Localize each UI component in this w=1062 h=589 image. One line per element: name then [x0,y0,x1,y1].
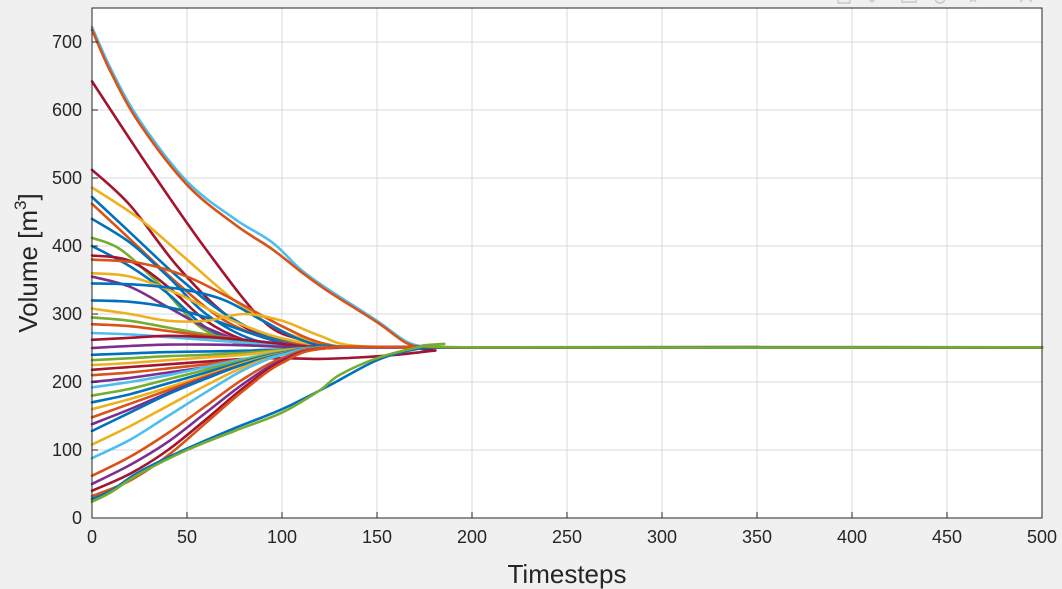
y-tick-label: 700 [52,32,82,52]
y-tick-label: 300 [52,304,82,324]
y-tick-label: 200 [52,372,82,392]
x-tick-label: 350 [742,527,772,547]
x-tick-label: 500 [1027,527,1057,547]
series-line-43 [90,342,1044,503]
x-tick-label: 400 [837,527,867,547]
x-tick-label: 0 [87,527,97,547]
data-tips-icon[interactable] [901,0,917,3]
x-axis-ticks: 0 50 100 150 200 250 300 350 400 450 500 [87,512,1057,547]
y-axis-label: Volume [m3] [11,193,43,333]
x-tick-label: 200 [457,527,487,547]
y-axis-ticks: 0 100 200 300 400 500 600 700 [52,32,98,528]
x-tick-label: 150 [362,527,392,547]
brush-icon[interactable] [866,0,876,4]
y-tick-label: 400 [52,236,82,256]
y-axis-label-text: Volume [m [13,210,43,333]
x-tick-label: 250 [552,527,582,547]
figure-toolbar [837,0,1033,4]
y-tick-label: 0 [72,508,82,528]
x-tick-label: 50 [177,527,197,547]
x-tick-label: 300 [647,527,677,547]
x-axis-label: Timesteps [508,559,627,589]
y-tick-label: 500 [52,168,82,188]
home-icon[interactable] [1019,0,1033,3]
y-axis-label-superscript: 3 [11,200,30,209]
x-tick-label: 450 [932,527,962,547]
y-tick-label: 100 [52,440,82,460]
y-axis-label-close: ] [13,193,43,200]
zoom-in-icon[interactable] [934,0,946,4]
grid-lines [92,8,1042,518]
y-tick-label: 600 [52,100,82,120]
x-tick-label: 100 [267,527,297,547]
pan-icon[interactable] [969,0,977,3]
export-icon[interactable] [837,0,851,4]
series-lines [90,25,1044,503]
